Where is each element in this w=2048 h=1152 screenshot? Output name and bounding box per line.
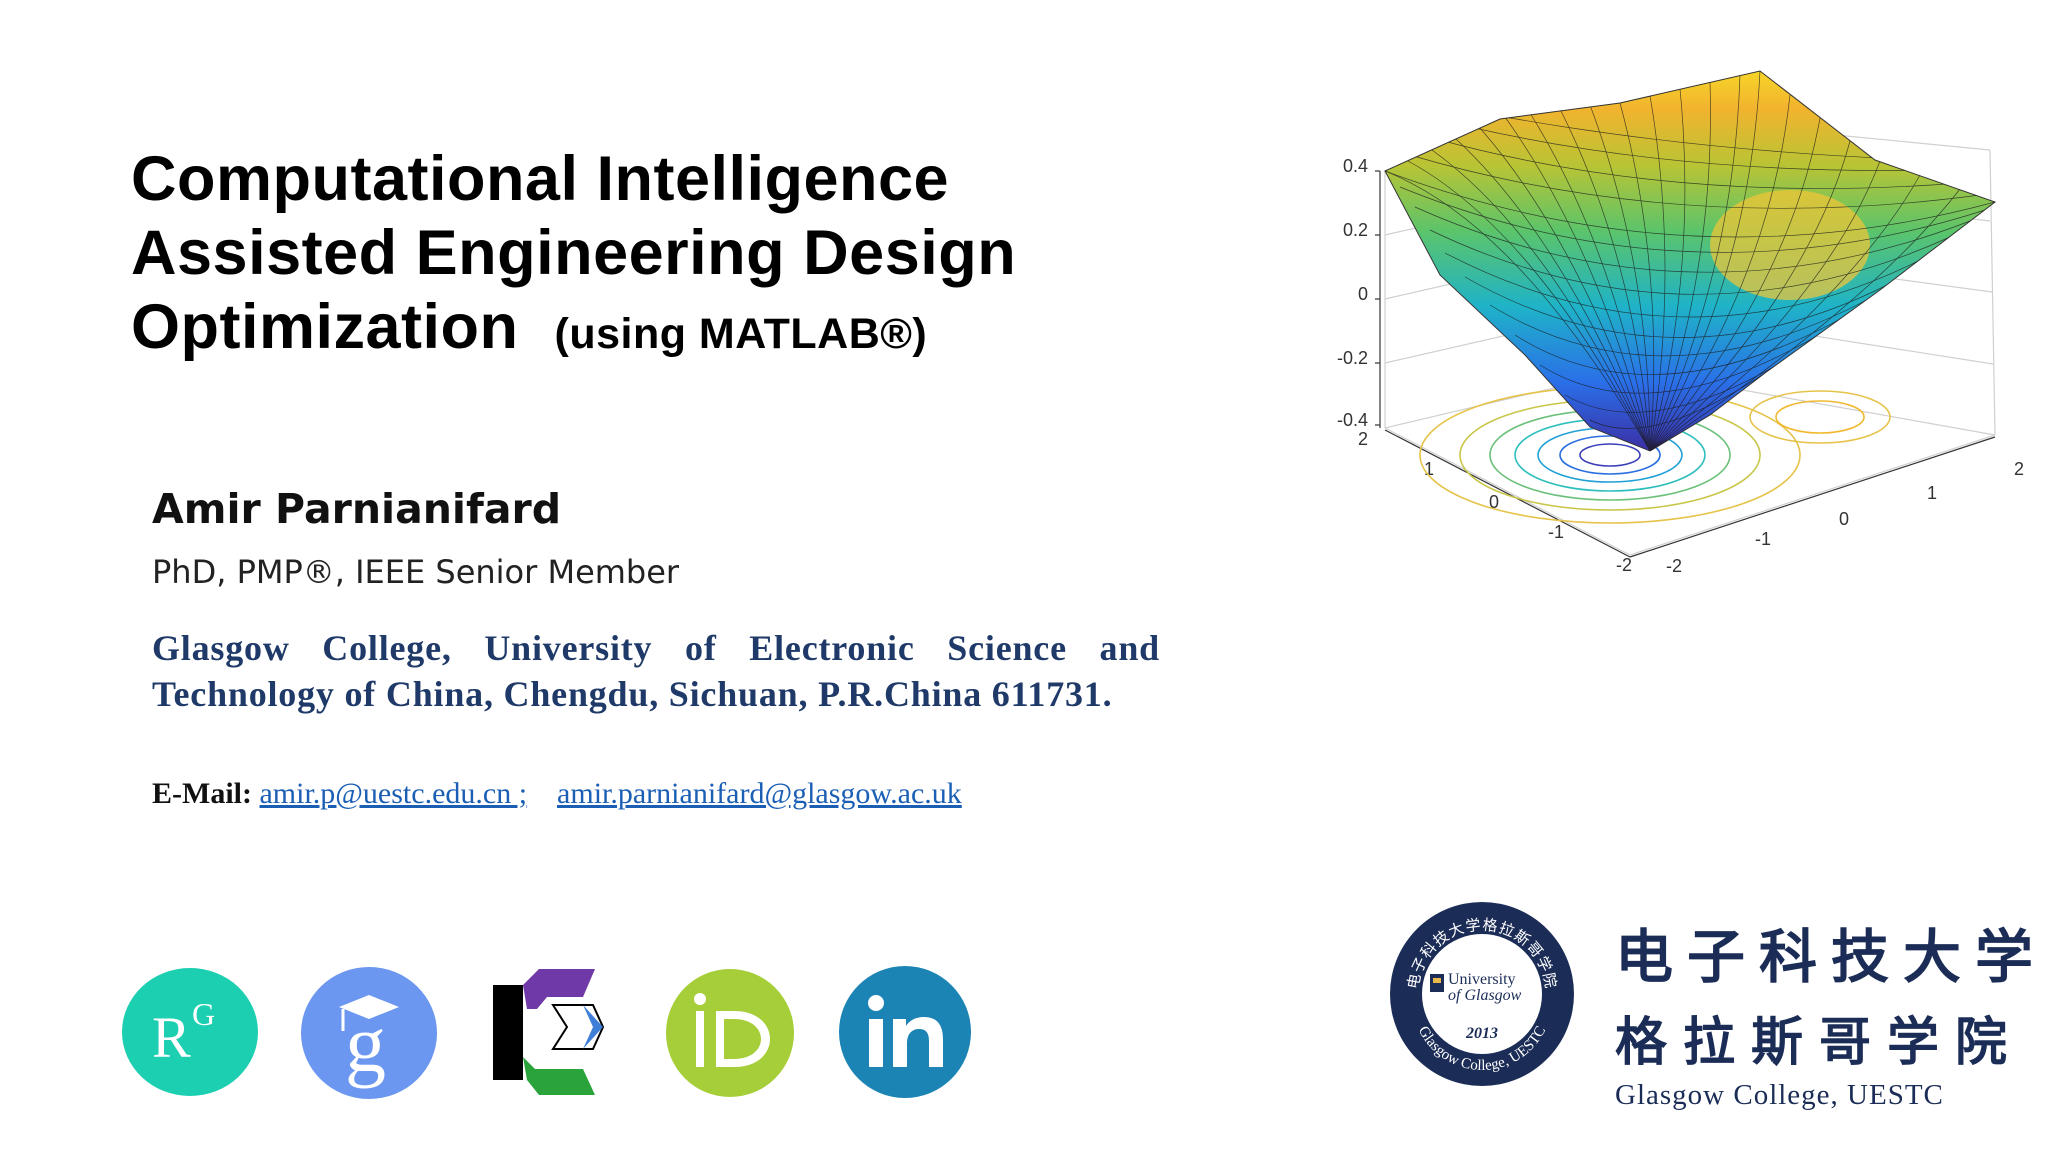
seal-year: 2013 <box>1465 1025 1498 1042</box>
svg-text:g: g <box>345 998 386 1089</box>
google-scholar-icon[interactable]: g <box>301 965 437 1100</box>
svg-text:R: R <box>152 1005 191 1070</box>
linkedin-icon[interactable] <box>839 965 971 1100</box>
x-tick-label: -2 <box>1616 555 1632 575</box>
y-tick-label: 0 <box>1839 509 1849 529</box>
email-link-glasgow[interactable]: amir.parnianifard@glasgow.ac.uk <box>557 777 962 810</box>
title-subtitle: (using MATLAB®) <box>554 310 928 358</box>
z-tick-label: -0.2 <box>1337 348 1368 368</box>
researchgate-icon[interactable]: R G <box>122 965 258 1100</box>
z-tick-label: 0 <box>1358 284 1368 304</box>
contour-projection <box>1419 386 1891 524</box>
z-tick-label: -0.4 <box>1337 410 1368 430</box>
slide-title: Computational Intelligence Assisted Engi… <box>131 142 1271 371</box>
institution-name: 电子科技大学 格拉斯哥学院 Glasgow College, UESTC <box>1615 910 2047 1112</box>
title-line-2: Assisted Engineering Design <box>131 218 1017 288</box>
glasgow-college-seal: 电子科技大学格拉斯哥学院 Glasgow College, UESTC Univ… <box>1390 902 1574 1086</box>
email-line: E-Mail: amir.p@uestc.edu.cn ; amir.parni… <box>152 777 962 811</box>
email-link-uestc[interactable]: amir.p@uestc.edu.cn ; <box>259 777 528 810</box>
y-tick-label: -1 <box>1755 529 1771 549</box>
affiliation: Glasgow College, University of Electroni… <box>152 628 1160 714</box>
x-tick-label: -1 <box>1548 522 1564 542</box>
institution-cn-line-1: 电子科技大学 <box>1615 923 2048 991</box>
title-line-1: Computational Intelligence <box>131 144 950 214</box>
seal-center-1: University <box>1448 971 1516 988</box>
x-tick-label: 2 <box>1358 429 1368 449</box>
author-name: Amir Parnianifard <box>152 485 562 533</box>
surface-plot: 0.4 0.2 0 -0.2 -0.4 2 1 0 -1 -2 -2 -1 0 … <box>1337 70 2024 576</box>
z-tick-label: 0.2 <box>1343 220 1368 240</box>
title-line-3: Optimization (using MATLAB®) <box>131 290 1271 371</box>
institution-cn-line-2: 格拉斯哥学院 <box>1615 1012 2024 1073</box>
institution-en-name: Glasgow College, UESTC <box>1615 1079 1944 1111</box>
svg-text:G: G <box>192 996 215 1032</box>
y-tick-label: 1 <box>1927 483 1937 503</box>
author-credentials: PhD, PMP®, IEEE Senior Member <box>152 553 680 591</box>
base-axes <box>1384 429 1996 558</box>
z-tick-label: 0.4 <box>1343 156 1368 176</box>
orcid-icon[interactable] <box>666 965 794 1100</box>
title-line-3-text: Optimization <box>131 292 519 362</box>
z-axis <box>1375 170 1381 428</box>
y-tick-label: 2 <box>2014 459 2024 479</box>
surface-mesh <box>1384 70 1997 452</box>
x-tick-label: 0 <box>1489 492 1499 512</box>
publons-icon[interactable] <box>487 965 617 1100</box>
email-label: E-Mail: <box>152 777 252 810</box>
seal-center-2: of Glasgow <box>1448 987 1522 1004</box>
x-tick-label: 1 <box>1424 459 1434 479</box>
y-tick-label: -2 <box>1666 556 1682 576</box>
